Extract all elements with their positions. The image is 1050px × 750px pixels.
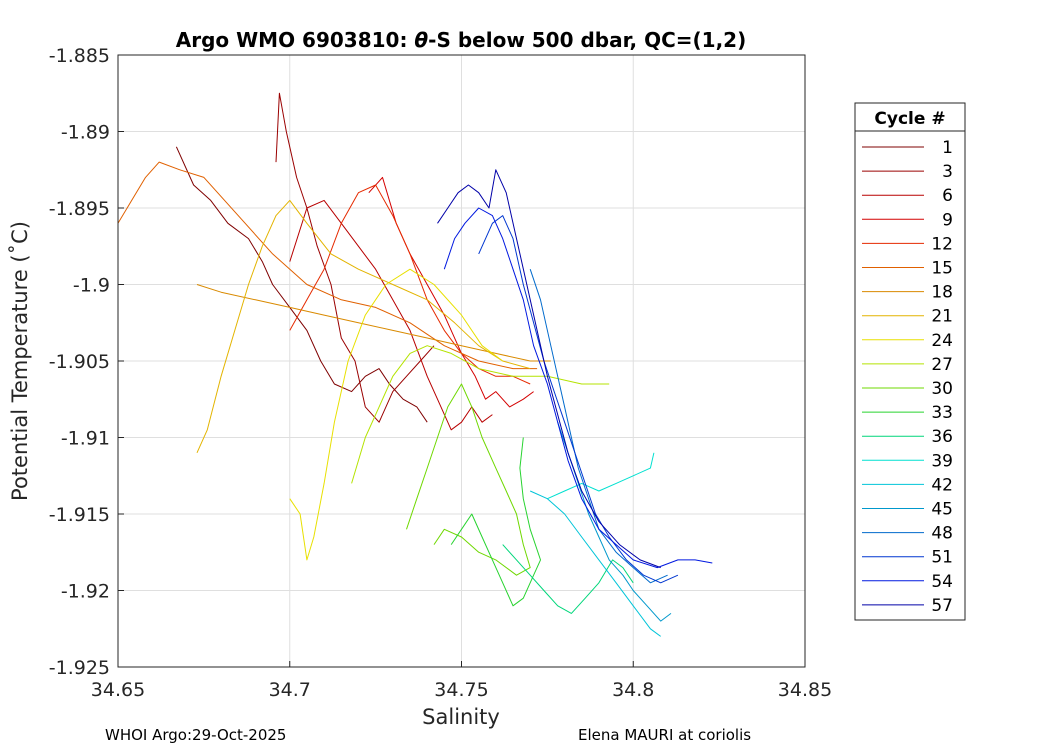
x-tick-label: 34.75 <box>434 679 488 701</box>
legend-title: Cycle # <box>874 109 945 129</box>
series-line-cycle-42 <box>529 490 661 637</box>
legend-label-15: 15 <box>931 259 953 279</box>
legend-label-1: 1 <box>942 138 953 158</box>
series-layer <box>117 92 713 637</box>
y-tick-label: -1.91 <box>61 428 110 450</box>
legend-label-54: 54 <box>931 572 953 592</box>
legend-label-57: 57 <box>931 596 953 616</box>
series-line-cycle-48 <box>529 269 668 584</box>
legend-label-42: 42 <box>931 475 953 495</box>
series-line-cycle-3 <box>275 92 435 423</box>
footer-left: WHOI Argo:29-Oct-2025 <box>105 726 287 744</box>
legend-label-24: 24 <box>931 331 953 351</box>
x-tick-label: 34.65 <box>91 679 145 701</box>
series-line-cycle-30 <box>406 383 531 576</box>
grid-lines <box>117 54 806 668</box>
footer-right: Elena MAURI at coriolis <box>578 726 752 744</box>
legend-label-33: 33 <box>931 403 953 423</box>
legend-label-30: 30 <box>931 379 953 399</box>
x-tick-label: 34.7 <box>269 679 311 701</box>
series-line-cycle-1 <box>175 146 428 423</box>
x-tick-labels: 34.65 34.7 34.75 34.8 34.85 <box>91 679 832 701</box>
legend: Cycle # 13691215182124273033363942454851… <box>854 102 966 621</box>
legend-label-51: 51 <box>931 548 953 568</box>
legend-label-9: 9 <box>942 210 953 230</box>
legend-label-18: 18 <box>931 283 953 303</box>
legend-label-6: 6 <box>942 186 953 206</box>
series-line-cycle-6 <box>289 199 493 431</box>
legend-label-39: 39 <box>931 451 953 471</box>
x-axis-label: Salinity <box>422 705 500 729</box>
series-line-cycle-54 <box>443 207 713 569</box>
y-tick-label: -1.905 <box>49 351 110 373</box>
y-tick-labels: -1.885 -1.89 -1.895 -1.9 -1.905 -1.91 -1.915 -1… <box>49 45 110 679</box>
legend-label-3: 3 <box>942 162 953 182</box>
legend-label-48: 48 <box>931 524 953 544</box>
legend-label-45: 45 <box>931 500 953 520</box>
series-line-cycle-18 <box>196 284 551 362</box>
legend-box <box>854 102 966 621</box>
y-tick-label: -1.885 <box>49 45 110 67</box>
plot-frame <box>117 54 806 668</box>
series-line-cycle-12 <box>289 184 531 385</box>
y-tick-label: -1.9 <box>73 275 110 297</box>
legend-label-27: 27 <box>931 355 953 375</box>
series-line-cycle-27 <box>351 345 610 484</box>
legend-label-36: 36 <box>931 427 953 447</box>
series-line-cycle-36 <box>502 544 634 614</box>
series-line-cycle-33 <box>450 437 541 607</box>
x-tick-label: 34.8 <box>612 679 654 701</box>
y-tick-label: -1.925 <box>49 657 110 679</box>
legend-label-21: 21 <box>931 307 953 327</box>
chart-title: Argo WMO 6903810: θ-S below 500 dbar, QC… <box>176 28 746 52</box>
series-line-cycle-15 <box>117 161 538 370</box>
y-axis-label: Potential Temperature (˚C) <box>8 221 32 501</box>
series-line-cycle-51 <box>478 215 679 584</box>
series-line-cycle-57 <box>437 169 661 569</box>
x-tick-label: 34.85 <box>778 679 832 701</box>
series-line-cycle-24 <box>289 268 503 561</box>
y-tick-label: -1.92 <box>61 581 110 603</box>
y-tick-label: -1.89 <box>61 122 110 144</box>
legend-label-12: 12 <box>931 234 953 254</box>
series-line-cycle-21 <box>196 199 531 454</box>
y-tick-label: -1.895 <box>49 198 110 220</box>
series-line-cycle-9 <box>368 176 534 408</box>
series-line-cycle-39 <box>547 452 655 500</box>
y-tick-label: -1.915 <box>49 504 110 526</box>
